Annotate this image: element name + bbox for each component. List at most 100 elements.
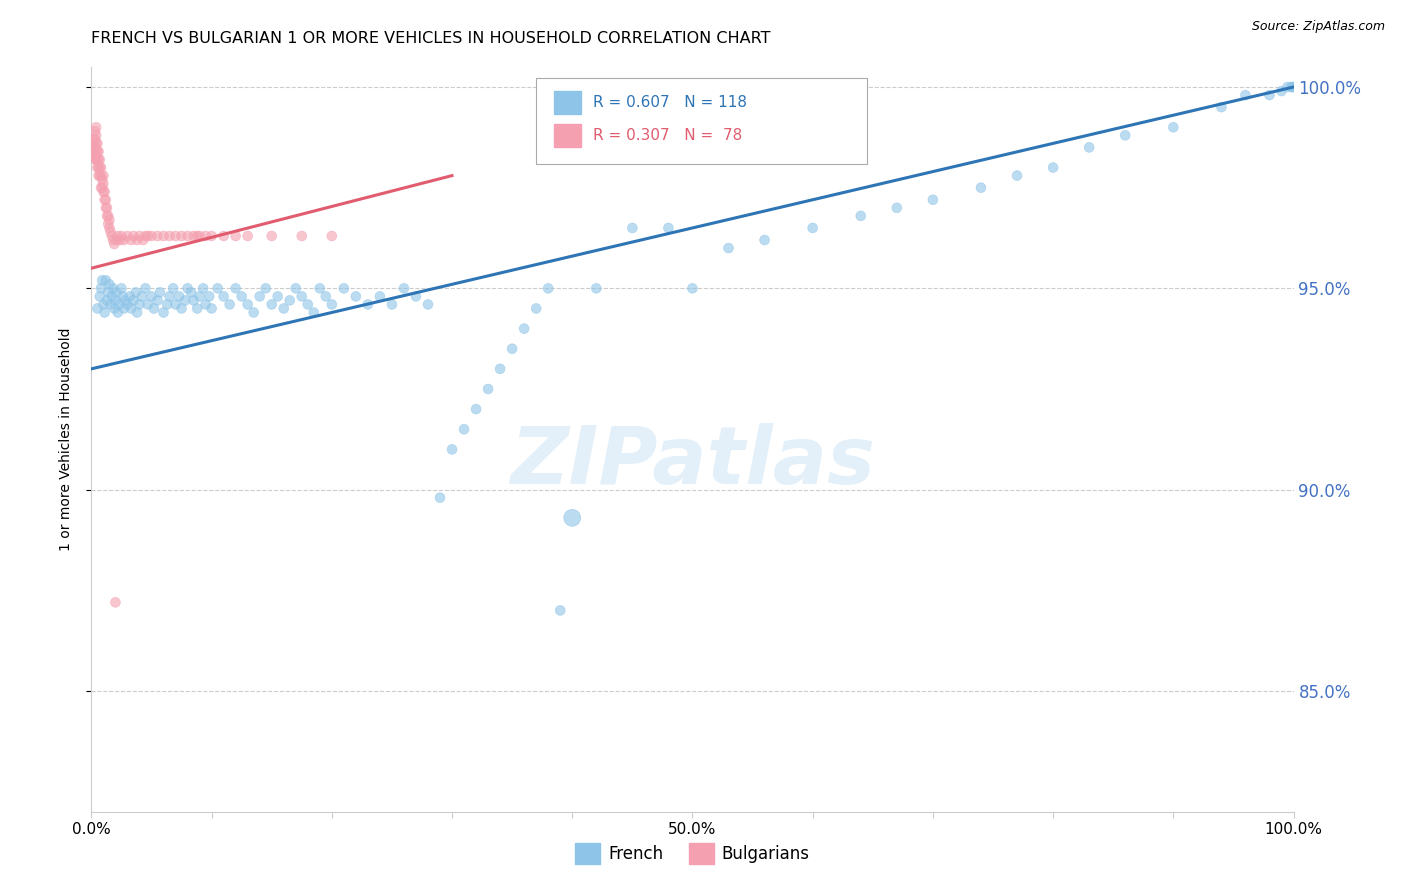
Point bbox=[101, 229, 124, 244]
Point bbox=[242, 305, 264, 319]
Point bbox=[970, 180, 993, 194]
Point bbox=[136, 297, 159, 311]
Point bbox=[134, 229, 156, 244]
Text: Source: ZipAtlas.com: Source: ZipAtlas.com bbox=[1251, 20, 1385, 33]
Point bbox=[176, 229, 198, 244]
Point bbox=[236, 297, 259, 311]
Point bbox=[212, 289, 235, 303]
Point bbox=[501, 342, 523, 356]
Point bbox=[93, 193, 115, 207]
Point bbox=[104, 595, 127, 609]
Point bbox=[183, 229, 205, 244]
Point bbox=[513, 321, 536, 335]
Point bbox=[621, 221, 644, 235]
Point bbox=[561, 511, 583, 525]
Point bbox=[103, 301, 125, 316]
Point bbox=[112, 233, 135, 247]
Point bbox=[86, 153, 108, 167]
Point bbox=[131, 289, 153, 303]
Point bbox=[194, 229, 217, 244]
Point bbox=[105, 285, 128, 300]
Point bbox=[162, 281, 184, 295]
FancyBboxPatch shape bbox=[536, 78, 866, 164]
Point bbox=[1161, 120, 1184, 135]
Point bbox=[1282, 80, 1305, 95]
Point bbox=[93, 185, 115, 199]
Point bbox=[108, 297, 131, 311]
Point bbox=[84, 153, 107, 167]
Point bbox=[477, 382, 499, 396]
Point bbox=[465, 402, 488, 417]
Point bbox=[321, 229, 343, 244]
Point bbox=[83, 132, 105, 146]
Point bbox=[93, 297, 115, 311]
Point bbox=[159, 289, 181, 303]
Point bbox=[524, 301, 547, 316]
Point bbox=[84, 124, 107, 138]
Point bbox=[96, 209, 118, 223]
Point bbox=[122, 293, 145, 308]
Point bbox=[922, 193, 945, 207]
Point bbox=[84, 132, 107, 146]
Point bbox=[194, 297, 217, 311]
Point bbox=[98, 213, 121, 227]
Point bbox=[96, 293, 118, 308]
Point bbox=[84, 128, 107, 143]
Point bbox=[91, 273, 114, 287]
Point bbox=[392, 281, 415, 295]
Point bbox=[142, 301, 165, 316]
Point bbox=[84, 145, 107, 159]
Point bbox=[321, 297, 343, 311]
Point bbox=[101, 289, 124, 303]
Point bbox=[120, 301, 142, 316]
Point bbox=[176, 281, 198, 295]
Point bbox=[84, 153, 107, 167]
Text: FRENCH VS BULGARIAN 1 OR MORE VEHICLES IN HOUSEHOLD CORRELATION CHART: FRENCH VS BULGARIAN 1 OR MORE VEHICLES I… bbox=[91, 31, 770, 46]
Point bbox=[146, 229, 169, 244]
Point bbox=[1042, 161, 1064, 175]
Point bbox=[1270, 84, 1292, 98]
Point bbox=[89, 169, 111, 183]
Point bbox=[167, 289, 190, 303]
Point bbox=[260, 297, 283, 311]
Point bbox=[225, 281, 247, 295]
Point bbox=[97, 209, 120, 223]
Text: ZIPatlas: ZIPatlas bbox=[510, 423, 875, 500]
Legend: French, Bulgarians: French, Bulgarians bbox=[568, 837, 817, 871]
Point bbox=[297, 297, 319, 311]
Point bbox=[86, 161, 108, 175]
Point bbox=[104, 293, 127, 308]
Point bbox=[120, 233, 142, 247]
Point bbox=[548, 603, 571, 617]
Point bbox=[112, 301, 135, 316]
Bar bbox=[554, 92, 581, 114]
Point bbox=[193, 281, 215, 295]
Point bbox=[429, 491, 451, 505]
Point bbox=[93, 169, 115, 183]
Point bbox=[801, 221, 824, 235]
Point bbox=[86, 145, 108, 159]
Point bbox=[87, 169, 110, 183]
Point bbox=[93, 185, 115, 199]
Point bbox=[93, 305, 115, 319]
Point bbox=[87, 145, 110, 159]
Point bbox=[201, 301, 224, 316]
Point bbox=[1234, 88, 1257, 103]
Point bbox=[537, 281, 560, 295]
Point bbox=[681, 281, 703, 295]
Point bbox=[90, 169, 112, 183]
Point bbox=[1258, 88, 1281, 103]
Point bbox=[87, 161, 110, 175]
Point bbox=[90, 180, 112, 194]
Point bbox=[103, 237, 125, 252]
Point bbox=[159, 229, 181, 244]
Point bbox=[84, 136, 107, 151]
Point bbox=[105, 233, 128, 247]
Y-axis label: 1 or more Vehicles in Household: 1 or more Vehicles in Household bbox=[59, 327, 73, 551]
Point bbox=[93, 177, 115, 191]
Point bbox=[315, 289, 337, 303]
Point bbox=[333, 281, 356, 295]
Point bbox=[91, 172, 114, 186]
Point bbox=[107, 229, 129, 244]
Point bbox=[132, 233, 155, 247]
